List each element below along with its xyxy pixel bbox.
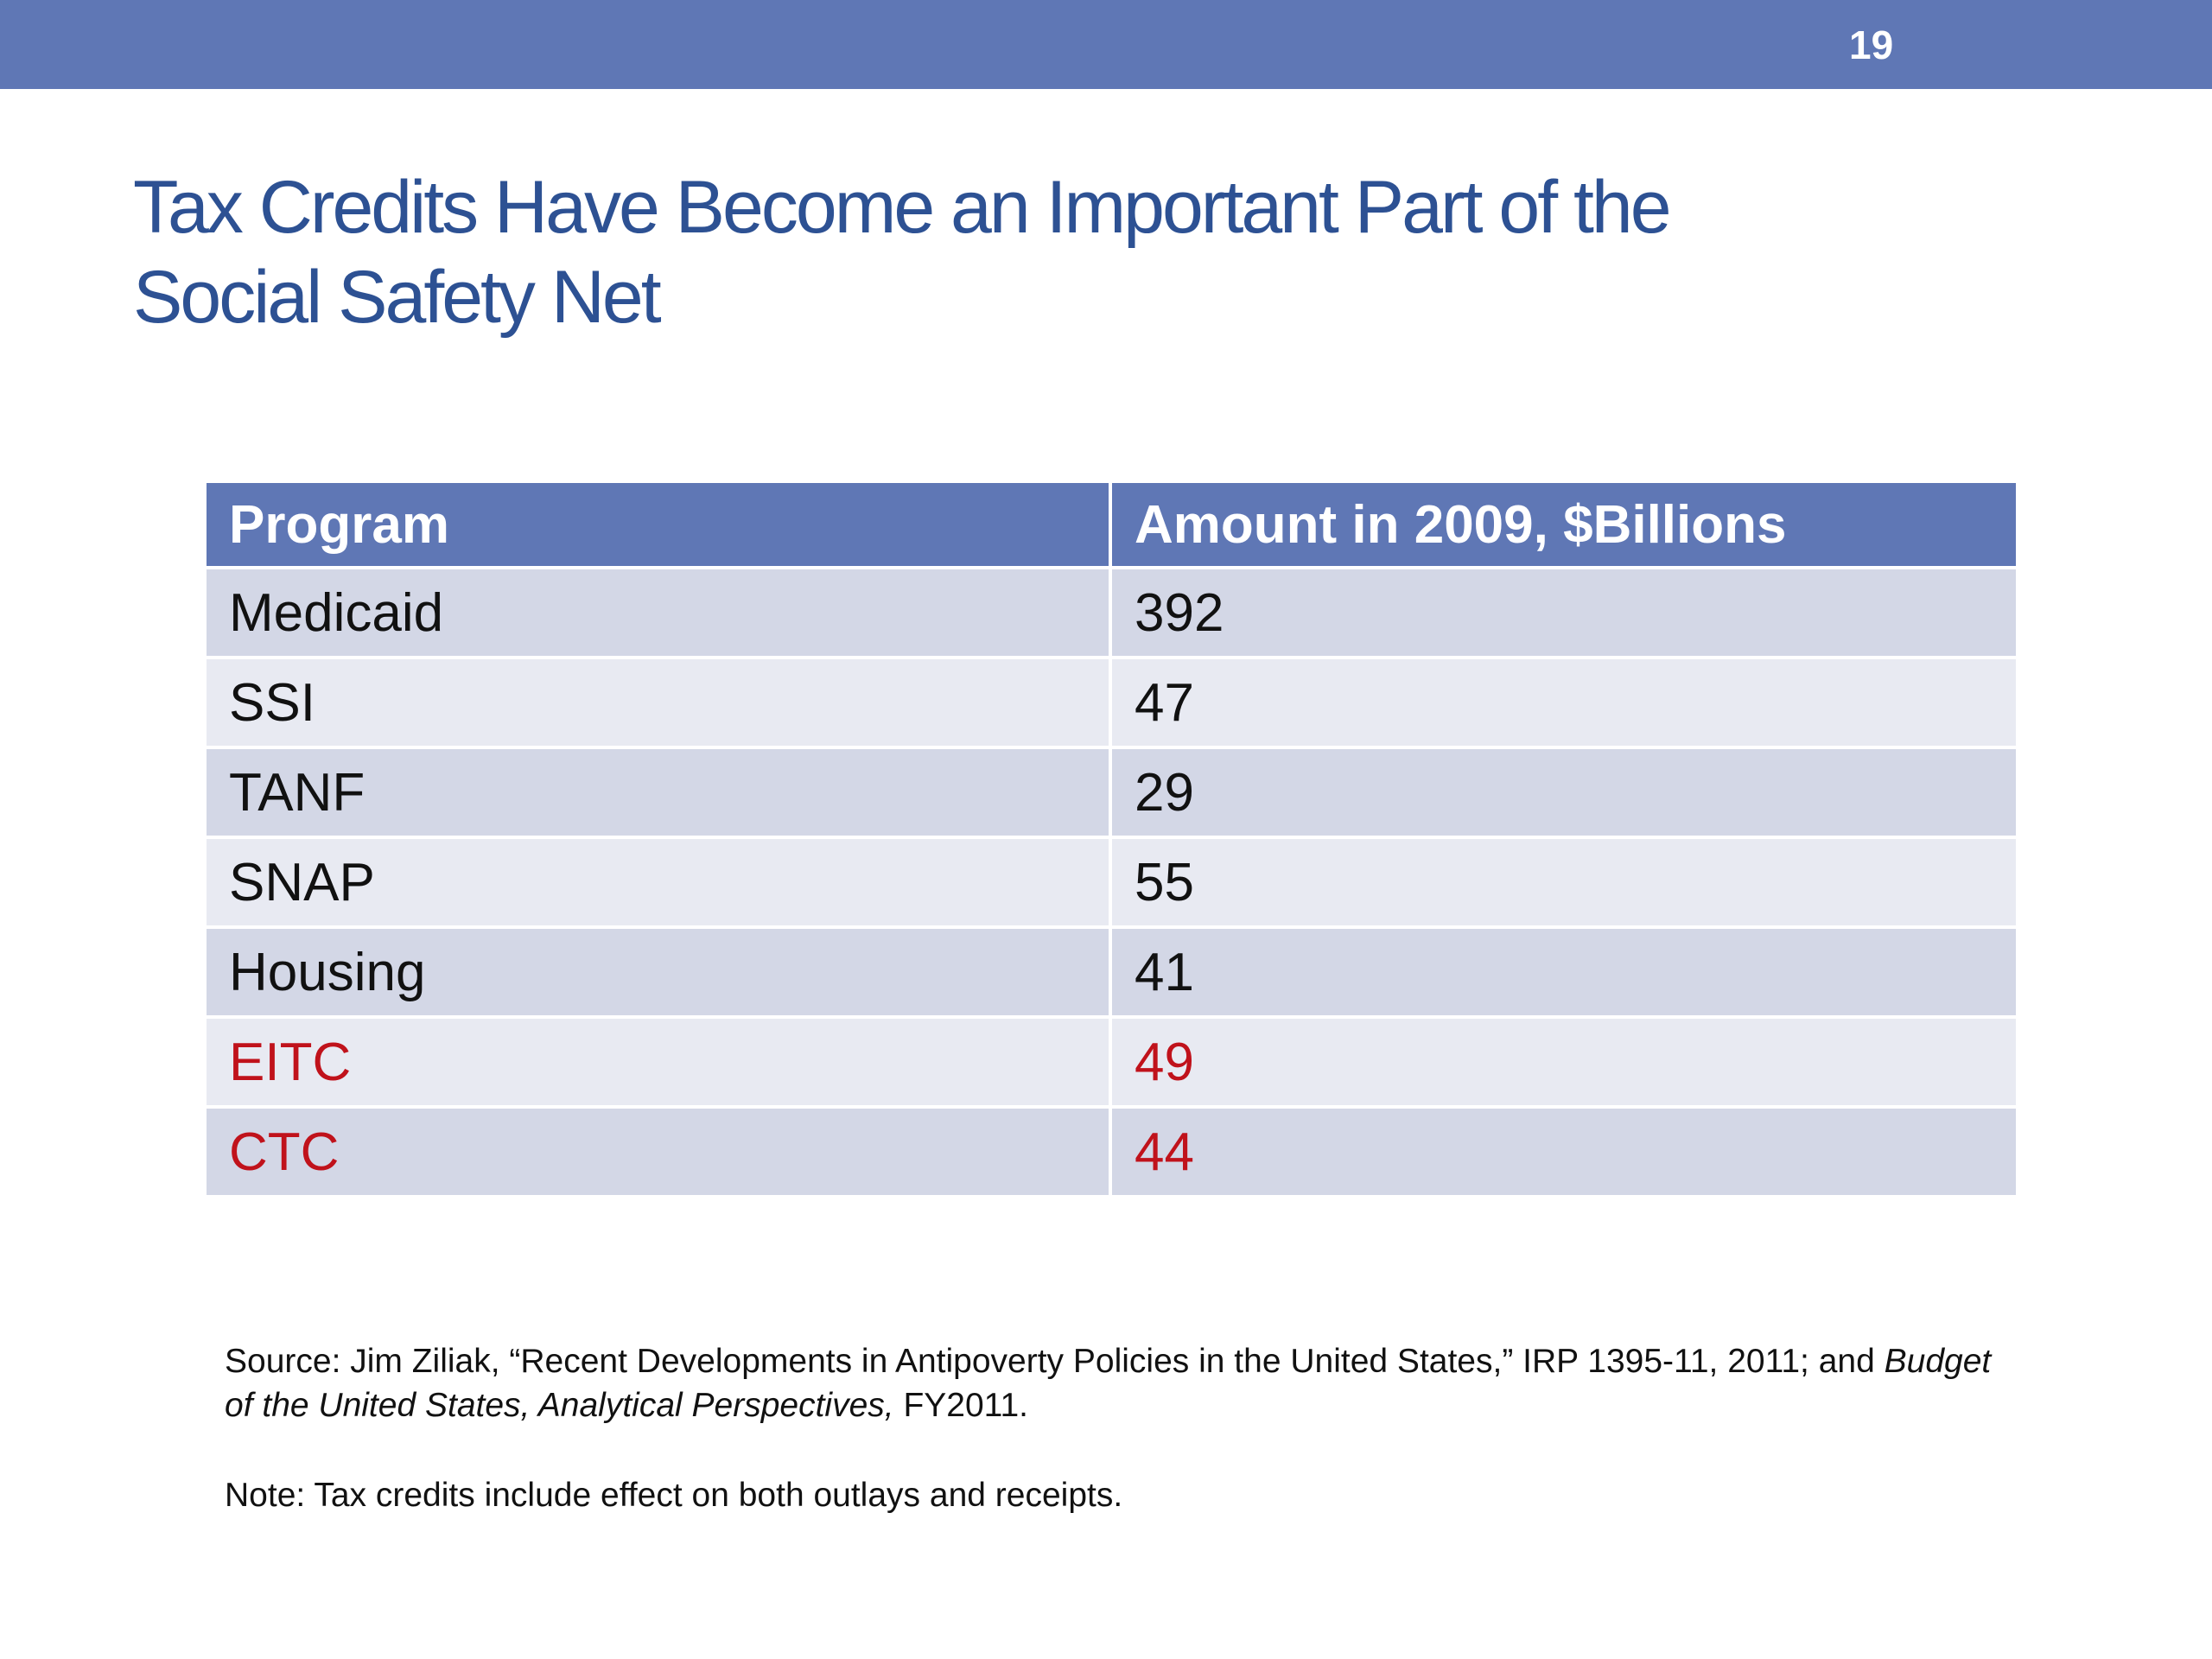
slide-title: Tax Credits Have Become an Important Par… [133,162,1861,342]
table-header-row: Program Amount in 2009, $Billions [203,480,2019,569]
slide-number: 19 [1849,22,1894,67]
cell-program: SSI [203,656,1112,749]
source-citation: Source: Jim Ziliak, “Recent Developments… [225,1339,2005,1427]
table-row: SSI 47 [203,656,2019,749]
source-publication-title: Budget of the United States, Analytical … [225,1343,1992,1424]
note-text: Note: Tax credits include effect on both… [225,1477,1123,1514]
source-text: Source: Jim Ziliak, “Recent Developments… [225,1343,1885,1380]
table-row: Housing 41 [203,925,2019,1019]
slide-title-line-2: Social Safety Net [133,256,662,339]
cell-amount: 44 [1109,1105,2019,1198]
top-bar: 19 [0,0,2212,89]
header-program: Program [203,480,1112,569]
cell-program: Medicaid [203,566,1112,659]
program-table: Program Amount in 2009, $Billions Medica… [203,480,2019,1198]
cell-program: Housing [203,925,1112,1019]
cell-amount: 49 [1109,1015,2019,1109]
table-row: EITC 49 [203,1015,2019,1109]
cell-program: TANF [203,746,1112,839]
slide-title-line-1: Tax Credits Have Become an Important Par… [133,166,1672,249]
cell-amount: 41 [1109,925,2019,1019]
cell-program: EITC [203,1015,1112,1109]
table-row: Medicaid 392 [203,566,2019,659]
table-row: SNAP 55 [203,836,2019,929]
cell-amount: 55 [1109,836,2019,929]
source-text-end: FY2011. [893,1387,1028,1424]
cell-amount: 29 [1109,746,2019,839]
cell-program: CTC [203,1105,1112,1198]
header-amount: Amount in 2009, $Billions [1109,480,2019,569]
cell-amount: 47 [1109,656,2019,749]
cell-amount: 392 [1109,566,2019,659]
cell-program: SNAP [203,836,1112,929]
table-row: CTC 44 [203,1105,2019,1198]
table-row: TANF 29 [203,746,2019,839]
